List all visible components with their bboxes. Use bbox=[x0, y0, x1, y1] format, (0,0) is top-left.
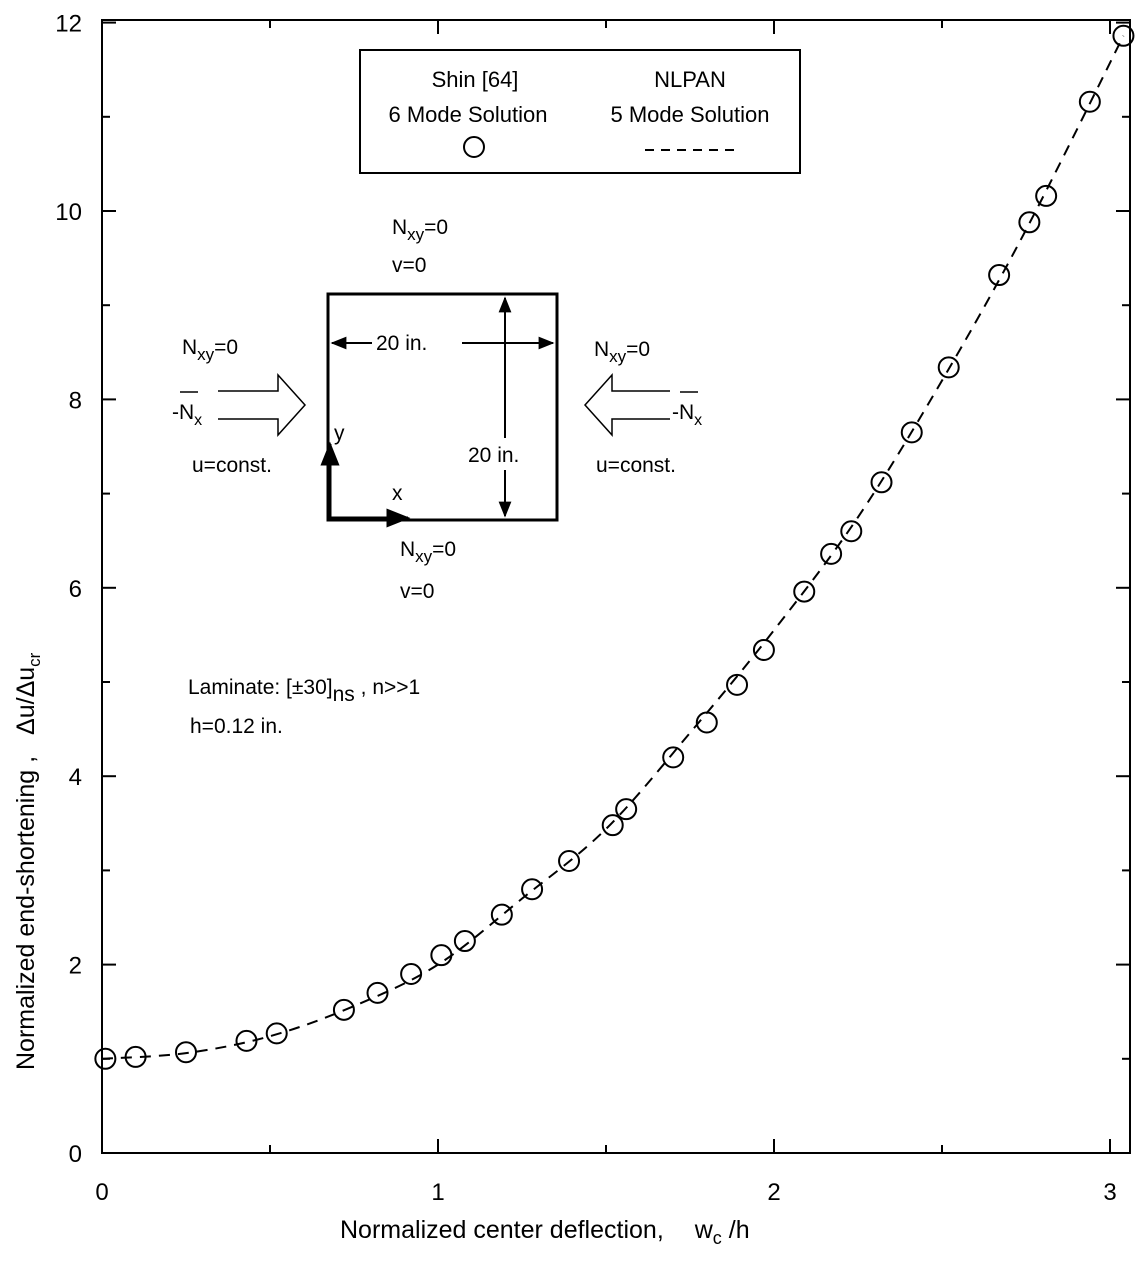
nlpan-series bbox=[101, 35, 1125, 1060]
shin-series bbox=[94, 24, 1135, 1070]
right-edge-shear-label: Nxy=0 bbox=[594, 338, 650, 366]
shin-data-point bbox=[752, 638, 775, 661]
x-tick-label: 0 bbox=[95, 1179, 108, 1206]
y-tick-label: 0 bbox=[69, 1141, 82, 1168]
axis-ticks bbox=[101, 20, 1130, 1154]
y-tick-label: 12 bbox=[55, 11, 82, 38]
shin-data-point bbox=[1112, 24, 1135, 47]
legend-circle-marker bbox=[463, 136, 485, 158]
shin-data-point bbox=[820, 542, 843, 565]
thickness-label: h=0.12 in. bbox=[190, 715, 283, 738]
top-edge-v-label: v=0 bbox=[392, 254, 426, 277]
x-direction-label: x bbox=[392, 482, 403, 505]
legend-shin-title: Shin [64] bbox=[432, 67, 519, 92]
legend-box bbox=[359, 49, 801, 174]
shin-data-point bbox=[490, 903, 513, 926]
shin-data-point bbox=[521, 878, 544, 901]
top-edge-shear-label: Nxy=0 bbox=[392, 216, 448, 244]
shin-data-point bbox=[430, 944, 453, 967]
legend-nlpan-subtitle: 5 Mode Solution bbox=[611, 102, 770, 127]
shin-data-point bbox=[1078, 90, 1101, 113]
plate-diagram: Nxy=0 v=0 Nxy=0 v=0 Nxy=0 -Nx u=const. N… bbox=[172, 216, 702, 603]
shin-data-point bbox=[601, 814, 624, 837]
legend: Shin [64] 6 Mode Solution NLPAN 5 Mode S… bbox=[359, 49, 801, 174]
plot-frame bbox=[101, 19, 1131, 1154]
shin-data-point bbox=[332, 998, 355, 1021]
left-edge-u-label: u=const. bbox=[192, 454, 272, 477]
left-edge-shear-label: Nxy=0 bbox=[182, 336, 238, 364]
shin-data-point bbox=[793, 580, 816, 603]
y-tick-label: 6 bbox=[69, 576, 82, 603]
legend-shin-subtitle: 6 Mode Solution bbox=[389, 102, 548, 127]
shin-data-point bbox=[695, 711, 718, 734]
bottom-edge-shear-label: Nxy=0 bbox=[400, 538, 456, 566]
left-load-label: -Nx bbox=[172, 401, 202, 429]
shin-data-point bbox=[726, 673, 749, 696]
shin-data-point bbox=[175, 1041, 197, 1064]
shin-data-point bbox=[94, 1047, 117, 1070]
y-axis-title: Normalized end-shortening , Δu/Δucr bbox=[12, 652, 44, 1070]
x-tick-label: 2 bbox=[767, 1179, 780, 1206]
shin-data-point bbox=[615, 798, 638, 821]
shin-data-point bbox=[124, 1045, 147, 1068]
shin-data-point bbox=[366, 981, 389, 1004]
shin-data-point bbox=[400, 963, 423, 986]
width-label: 20 in. bbox=[376, 332, 427, 355]
y-direction-label: y bbox=[334, 422, 345, 445]
x-tick-label: 1 bbox=[431, 1179, 444, 1206]
y-tick-label: 8 bbox=[69, 387, 82, 414]
shin-data-point bbox=[937, 356, 960, 379]
shin-data-point bbox=[988, 264, 1011, 287]
shin-data-point bbox=[558, 849, 581, 872]
shin-data-point bbox=[1035, 184, 1058, 207]
shin-data-point bbox=[662, 746, 685, 769]
shin-data-point bbox=[840, 520, 863, 543]
plate-outline bbox=[326, 292, 559, 522]
shin-data-point bbox=[453, 930, 476, 953]
x-tick-label: 3 bbox=[1103, 1179, 1116, 1206]
y-tick-label: 2 bbox=[69, 953, 82, 980]
shin-data-point bbox=[1018, 211, 1041, 234]
laminate-label: Laminate: [±30]ns , n>>1 bbox=[188, 676, 420, 706]
right-load-arrow bbox=[583, 373, 670, 437]
height-label: 20 in. bbox=[468, 444, 519, 467]
shin-data-point bbox=[900, 421, 923, 444]
shin-data-point bbox=[235, 1029, 258, 1052]
left-load-arrow bbox=[218, 373, 307, 437]
legend-nlpan-title: NLPAN bbox=[654, 67, 726, 92]
x-axis-title: Normalized center deflection, wc /h bbox=[340, 1216, 750, 1248]
right-load-label: -Nx bbox=[672, 401, 702, 429]
y-tick-label: 4 bbox=[69, 764, 82, 791]
nlpan-dashed-curve bbox=[101, 35, 1125, 1060]
shin-data-point bbox=[265, 1022, 288, 1045]
y-tick-label: 10 bbox=[55, 199, 82, 226]
shin-data-point bbox=[870, 471, 893, 494]
bottom-edge-v-label: v=0 bbox=[400, 580, 434, 603]
right-edge-u-label: u=const. bbox=[596, 454, 676, 477]
